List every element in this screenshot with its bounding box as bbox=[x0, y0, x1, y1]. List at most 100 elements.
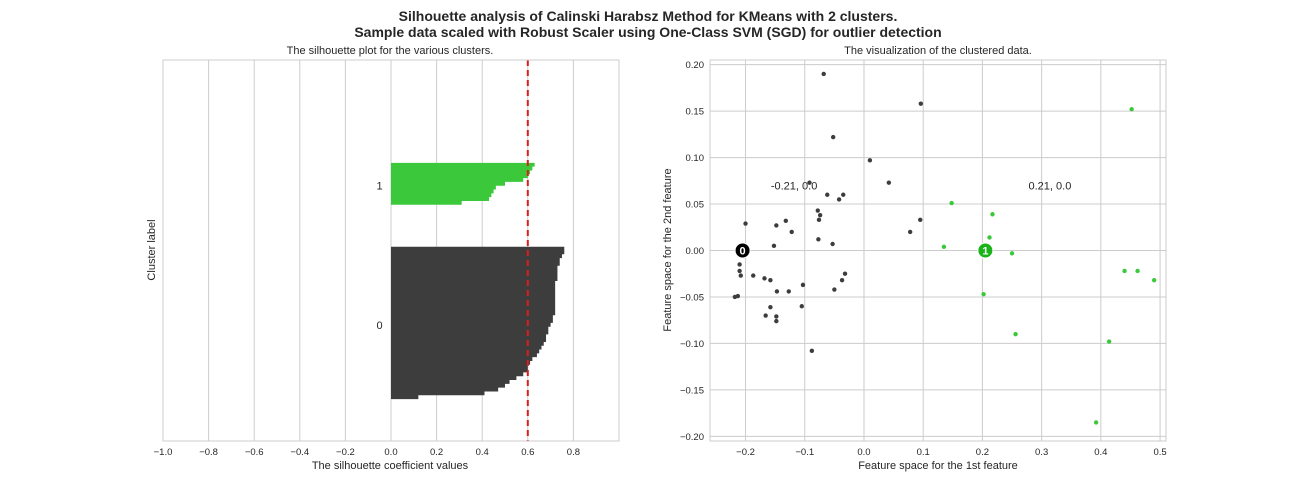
scatter-point-cluster-0 bbox=[886, 180, 892, 185]
silhouette-x-tick-label: 0.2 bbox=[430, 447, 443, 458]
scatter-x-tick-label: 0.1 bbox=[917, 447, 930, 458]
center-annotations: -0.21, 0.0 0.21, 0.0 bbox=[771, 180, 1071, 192]
scatter-x-tick-label: −0.2 bbox=[736, 447, 755, 458]
scatter-point-cluster-0 bbox=[815, 208, 820, 213]
scatter-point-cluster-0 bbox=[830, 241, 835, 247]
cluster-center-0 bbox=[734, 242, 751, 259]
scatter-point-cluster-0 bbox=[841, 192, 846, 197]
scatter-y-tick-label: −0.10 bbox=[680, 339, 704, 350]
silhouette-x-tick-label: −0.4 bbox=[290, 447, 309, 458]
scatter-point-cluster-0 bbox=[918, 101, 924, 106]
scatter-y-tick-label: 0.20 bbox=[686, 60, 705, 71]
scatter-point-cluster-1 bbox=[949, 200, 954, 206]
silhouette-fill-cluster-0 bbox=[391, 246, 565, 403]
scatter-point-cluster-1 bbox=[1009, 251, 1015, 256]
scatter-point-cluster-0 bbox=[830, 134, 836, 140]
scatter-point-cluster-0 bbox=[762, 276, 767, 281]
silhouette-fill-cluster-1 bbox=[391, 162, 535, 209]
scatter-point-cluster-0 bbox=[732, 294, 738, 300]
scatter-x-tick-label: 0.3 bbox=[1035, 447, 1048, 458]
scatter-point-cluster-1 bbox=[1122, 268, 1127, 274]
scatter-point-cluster-0 bbox=[737, 262, 742, 267]
scatter-point-cluster-0 bbox=[839, 278, 845, 283]
scatter-point-cluster-0 bbox=[737, 268, 742, 274]
cluster-scatter-plot: The visualization of the clustered data.… bbox=[662, 45, 1167, 472]
scatter-point-cluster-0 bbox=[751, 273, 756, 278]
scatter-point-cluster-1 bbox=[981, 291, 986, 297]
silhouette-x-tick-label: 0.6 bbox=[521, 447, 534, 458]
scatter-x-tick-label: 0.4 bbox=[1094, 447, 1107, 458]
scatter-point-cluster-0 bbox=[789, 229, 794, 235]
scatter-point-cluster-0 bbox=[768, 304, 773, 310]
scatter-point-cluster-0 bbox=[774, 314, 779, 319]
scatter-point-cluster-1 bbox=[1151, 278, 1157, 283]
scatter-point-cluster-0 bbox=[771, 243, 777, 249]
silhouette-x-tick-label: 0.0 bbox=[384, 447, 397, 458]
silhouette-x-tick-label: 0.4 bbox=[476, 447, 489, 458]
silhouette-x-tick-label: −0.2 bbox=[336, 447, 355, 458]
scatter-x-tick-label: 0.5 bbox=[1153, 447, 1166, 458]
scatter-point-cluster-0 bbox=[816, 237, 821, 242]
scatter-point-cluster-0 bbox=[783, 218, 789, 223]
cluster-label-0: 0 bbox=[377, 320, 383, 332]
scatter-point-cluster-0 bbox=[738, 273, 743, 278]
scatter-y-label: Feature space for the 2nd feature bbox=[662, 168, 674, 331]
silhouette-cluster-labels: 01 bbox=[377, 181, 383, 332]
scatter-plot-frame bbox=[709, 59, 1167, 442]
scatter-points bbox=[732, 71, 1157, 425]
scatter-point-cluster-0 bbox=[918, 217, 923, 223]
scatter-point-cluster-1 bbox=[941, 244, 947, 249]
silhouette-x-tick-label: −0.6 bbox=[245, 447, 264, 458]
scatter-point-cluster-0 bbox=[836, 197, 842, 202]
scatter-y-tick-label: −0.15 bbox=[680, 385, 704, 396]
silhouette-plot: The silhouette plot for the various clus… bbox=[146, 45, 620, 472]
cluster-center-label-1: 1 bbox=[982, 246, 988, 258]
scatter-point-cluster-0 bbox=[816, 217, 822, 223]
scatter-x-ticks: −0.2 −0.1 0.0 0.1 0.2 0.3 0.4 0.5 bbox=[736, 447, 1167, 458]
scatter-point-cluster-1 bbox=[990, 212, 995, 217]
silhouette-x-tick-label: −1.0 bbox=[154, 447, 173, 458]
silhouette-x-label: The silhouette coefficient values bbox=[312, 460, 469, 472]
scatter-point-cluster-0 bbox=[817, 212, 823, 218]
silhouette-fills bbox=[391, 162, 565, 403]
scatter-point-cluster-0 bbox=[774, 289, 780, 294]
silhouette-x-tick-label: 0.8 bbox=[567, 447, 580, 458]
silhouette-x-tick-label: −0.8 bbox=[199, 447, 218, 458]
scatter-x-tick-label: 0.2 bbox=[976, 447, 989, 458]
scatter-point-cluster-0 bbox=[774, 318, 779, 324]
scatter-point-cluster-0 bbox=[907, 229, 913, 235]
cluster-label-1: 1 bbox=[377, 181, 383, 193]
cluster-center-1 bbox=[977, 242, 994, 259]
scatter-x-label: Feature space for the 1st feature bbox=[858, 460, 1018, 472]
figure-title-line2: Sample data scaled with Robust Scaler us… bbox=[354, 24, 941, 40]
scatter-point-cluster-0 bbox=[821, 71, 826, 77]
scatter-point-cluster-0 bbox=[800, 282, 806, 288]
cluster-center-label-0: 0 bbox=[740, 246, 746, 258]
scatter-y-tick-label: 0.10 bbox=[686, 153, 705, 164]
scatter-y-ticks: −0.20 −0.15 −0.10 −0.05 0.00 0.05 0.10 0.15 0.20 bbox=[680, 60, 704, 443]
scatter-point-cluster-0 bbox=[807, 180, 812, 185]
scatter-y-tick-label: −0.05 bbox=[680, 292, 704, 303]
scatter-point-cluster-1 bbox=[1093, 420, 1099, 425]
silhouette-x-ticks: −1.0 −0.8 −0.6 −0.4 −0.2 0.0 0.2 0.4 0.6 0.8 bbox=[154, 447, 580, 458]
center-annotation: -0.21, 0.0 bbox=[771, 180, 817, 192]
scatter-point-cluster-0 bbox=[763, 313, 768, 318]
scatter-point-cluster-0 bbox=[842, 271, 848, 276]
scatter-point-cluster-1 bbox=[1135, 268, 1140, 274]
scatter-point-cluster-0 bbox=[809, 348, 815, 354]
scatter-point-cluster-1 bbox=[1129, 107, 1134, 112]
scatter-point-cluster-0 bbox=[825, 192, 830, 197]
scatter-point-cluster-0 bbox=[867, 158, 873, 163]
scatter-gridlines bbox=[710, 60, 1166, 441]
scatter-x-tick-label: 0.0 bbox=[857, 447, 870, 458]
scatter-x-tick-label: −0.1 bbox=[795, 447, 814, 458]
silhouette-plot-frame bbox=[162, 59, 620, 442]
scatter-point-cluster-1 bbox=[1106, 339, 1112, 344]
silhouette-plot-title: The silhouette plot for the various clus… bbox=[287, 45, 494, 57]
scatter-point-cluster-1 bbox=[987, 235, 992, 240]
scatter-point-cluster-0 bbox=[774, 223, 779, 228]
center-annotation: 0.21, 0.0 bbox=[1029, 180, 1072, 192]
scatter-point-cluster-0 bbox=[799, 304, 804, 309]
